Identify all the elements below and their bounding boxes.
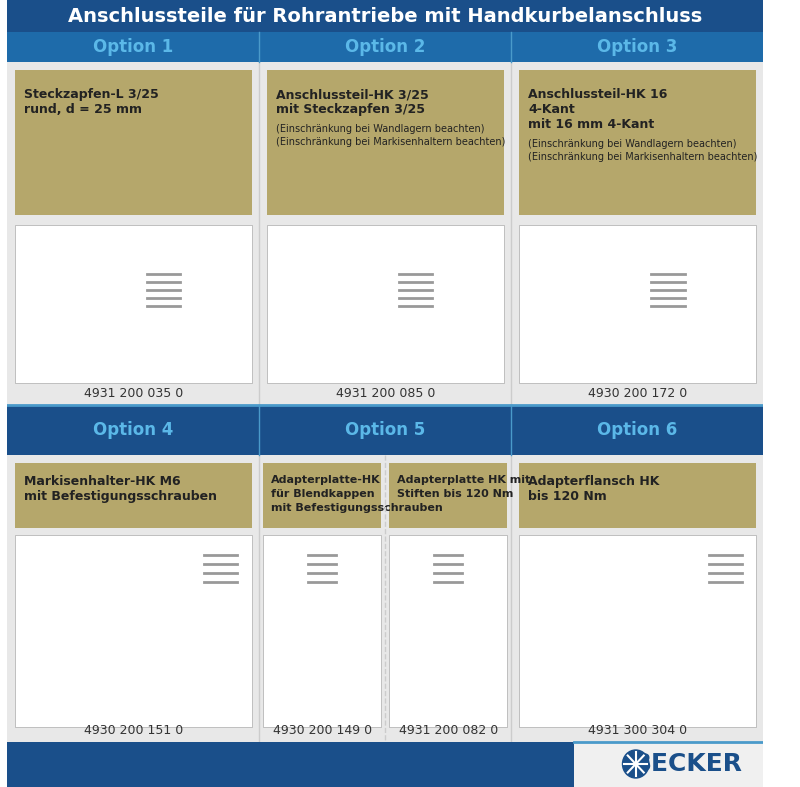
Bar (7, 32, 763, 62)
Text: Adapterplatte HK mit: Adapterplatte HK mit (397, 475, 530, 485)
Text: Anschlussteil-HK 16: Anschlussteil-HK 16 (528, 88, 668, 101)
Text: Anschlussteil-HK 3/25: Anschlussteil-HK 3/25 (276, 88, 429, 101)
Text: 4931 200 085 0: 4931 200 085 0 (335, 386, 435, 400)
Bar (263, 535, 382, 727)
Text: für Blendkappen: für Blendkappen (270, 489, 374, 499)
Bar (7, 742, 574, 787)
Bar (7, 405, 763, 455)
Text: (Einschränkung bei Markisenhaltern beachten): (Einschränkung bei Markisenhaltern beach… (528, 152, 758, 162)
Bar (7, 62, 763, 405)
Text: mit 16 mm 4-Kant: mit 16 mm 4-Kant (528, 118, 654, 131)
Text: Stiften bis 120 Nm: Stiften bis 120 Nm (397, 489, 513, 499)
Text: 4-Kant: 4-Kant (528, 103, 575, 116)
Text: Option 3: Option 3 (597, 38, 678, 56)
Text: rund, d = 25 mm: rund, d = 25 mm (24, 103, 142, 116)
Text: (Einschränkung bei Wandlagern beachten): (Einschränkung bei Wandlagern beachten) (276, 124, 485, 134)
Bar (519, 463, 756, 528)
Text: mit Steckzapfen 3/25: mit Steckzapfen 3/25 (276, 103, 426, 116)
Text: 4930 200 149 0: 4930 200 149 0 (273, 723, 372, 737)
Text: Option 1: Option 1 (93, 38, 174, 56)
Bar (389, 463, 507, 528)
Bar (14, 535, 252, 727)
Text: Option 2: Option 2 (345, 38, 426, 56)
Text: Option 6: Option 6 (597, 421, 678, 439)
Bar (519, 535, 756, 727)
Bar (14, 463, 252, 528)
Text: Option 5: Option 5 (345, 421, 426, 439)
Bar (7, 455, 763, 742)
Bar (519, 225, 756, 383)
Text: 4931 200 082 0: 4931 200 082 0 (398, 723, 498, 737)
Text: Adapterflansch HK: Adapterflansch HK (528, 475, 660, 488)
Circle shape (622, 750, 649, 778)
Text: mit Befestigungsschrauben: mit Befestigungsschrauben (24, 490, 217, 503)
Bar (389, 535, 507, 727)
Bar (519, 70, 756, 215)
Text: Anschlussteile für Rohrantriebe mit Handkurbelanschluss: Anschlussteile für Rohrantriebe mit Hand… (68, 6, 702, 25)
Bar (14, 70, 252, 215)
Bar (266, 225, 504, 383)
Text: 4931 300 304 0: 4931 300 304 0 (588, 723, 687, 737)
Bar (574, 742, 763, 787)
Text: Adapterplatte-HK: Adapterplatte-HK (270, 475, 380, 485)
Text: (Einschränkung bei Markisenhaltern beachten): (Einschränkung bei Markisenhaltern beach… (276, 137, 506, 147)
Bar (263, 463, 382, 528)
Text: Markisenhalter-HK M6: Markisenhalter-HK M6 (24, 475, 181, 488)
Bar (7, 0, 763, 32)
Text: mit Befestigungsschrauben: mit Befestigungsschrauben (270, 503, 442, 513)
Text: (Einschränkung bei Wandlagern beachten): (Einschränkung bei Wandlagern beachten) (528, 139, 737, 149)
Text: Option 4: Option 4 (93, 421, 174, 439)
Text: Steckzapfen-L 3/25: Steckzapfen-L 3/25 (24, 88, 159, 101)
Text: bis 120 Nm: bis 120 Nm (528, 490, 607, 503)
Bar (266, 70, 504, 215)
Text: 4930 200 151 0: 4930 200 151 0 (83, 723, 182, 737)
Text: 4930 200 172 0: 4930 200 172 0 (588, 386, 687, 400)
Bar (14, 225, 252, 383)
Text: BECKER: BECKER (633, 752, 742, 776)
Text: 4931 200 035 0: 4931 200 035 0 (83, 386, 182, 400)
